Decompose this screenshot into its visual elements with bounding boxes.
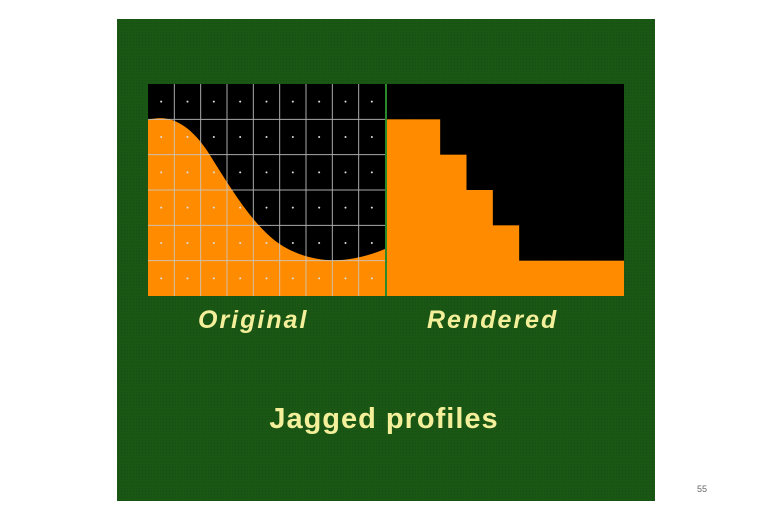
grid-dot — [370, 277, 373, 280]
rendered-column — [492, 225, 520, 296]
grid-dot — [265, 277, 268, 280]
grid-dot — [344, 242, 347, 244]
grid-dot — [344, 136, 347, 138]
grid-dot — [318, 136, 321, 138]
grid-dot — [160, 242, 163, 244]
rendered-columns — [387, 119, 624, 296]
grid-dot — [212, 100, 215, 103]
grid-dot — [370, 136, 373, 138]
rendered-staircase — [387, 119, 624, 296]
grid-dot — [291, 136, 294, 138]
grid-dot — [186, 171, 189, 174]
rendered-column — [439, 154, 467, 296]
grid-dot — [212, 171, 215, 174]
grid-dot — [265, 206, 268, 209]
grid-dot — [186, 277, 189, 280]
grid-dot — [239, 100, 242, 103]
grid-dot — [160, 171, 163, 174]
rendered-column — [466, 190, 493, 296]
grid-dot — [239, 206, 242, 209]
grid-dot — [318, 206, 321, 209]
grid-dot — [291, 100, 294, 103]
grid-dot — [186, 136, 189, 138]
grid-dot — [291, 242, 294, 244]
grid-dot — [239, 171, 242, 174]
grid-dot — [318, 171, 321, 174]
rendered-column — [571, 260, 599, 296]
original-fill-area — [148, 118, 385, 296]
grid-dot — [186, 242, 189, 244]
grid-dot — [239, 242, 242, 244]
grid-dot — [160, 136, 163, 138]
grid-dot — [186, 206, 189, 209]
label-original: Original — [198, 306, 309, 334]
rendered-column — [597, 260, 624, 296]
rendered-column — [413, 119, 441, 296]
grid-dot — [160, 206, 163, 209]
grid-dot — [344, 206, 347, 209]
grid-dot — [370, 171, 373, 174]
grid-dot — [291, 171, 294, 174]
grid-dot — [212, 277, 215, 280]
grid-dot — [265, 242, 268, 244]
pixel-grid — [148, 84, 385, 296]
grid-dot — [370, 100, 373, 103]
original-curve-grid — [148, 84, 385, 296]
label-rendered: Rendered — [427, 306, 559, 334]
slide-caption: Jagged profiles — [269, 403, 499, 435]
grid-dot — [239, 277, 242, 280]
grid-dot — [265, 136, 268, 138]
panel-divider — [385, 84, 387, 296]
grid-dot — [160, 277, 163, 280]
grid-dot — [344, 100, 347, 103]
grid-dot — [291, 206, 294, 209]
grid-dot — [239, 136, 242, 138]
grid-dot — [344, 171, 347, 174]
grid-dot — [370, 242, 373, 244]
grid-dot — [265, 100, 268, 103]
grid-dot — [318, 277, 321, 280]
page-number: 55 — [697, 484, 708, 494]
rendered-column — [545, 260, 572, 296]
grid-dot — [186, 100, 189, 103]
grid-dot — [344, 277, 347, 280]
rendered-column — [387, 119, 414, 296]
grid-dot — [370, 206, 373, 209]
grid-dot — [318, 242, 321, 244]
grid-dot — [212, 206, 215, 209]
grid-dot — [318, 100, 321, 103]
grid-dot — [160, 100, 163, 103]
rendered-panel — [387, 84, 624, 296]
grid-dot — [212, 242, 215, 244]
grid-sample-dots — [160, 100, 373, 280]
rendered-column — [518, 260, 546, 296]
grid-dot — [212, 136, 215, 138]
grid-dot — [265, 171, 268, 174]
original-panel — [148, 84, 385, 296]
grid-dot — [291, 277, 294, 280]
